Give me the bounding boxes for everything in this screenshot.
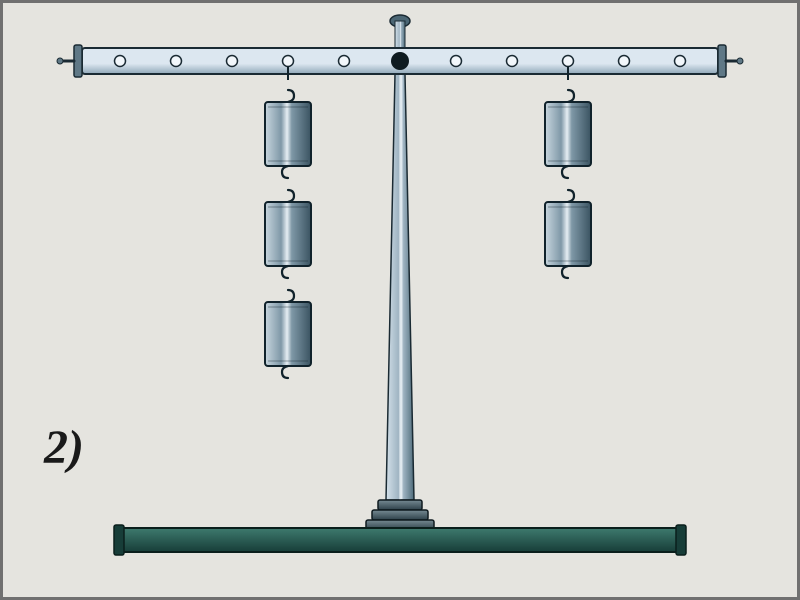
lever-diagram: 2): [0, 0, 800, 600]
lever-svg: [0, 0, 800, 600]
figure-label: 2): [44, 420, 84, 475]
